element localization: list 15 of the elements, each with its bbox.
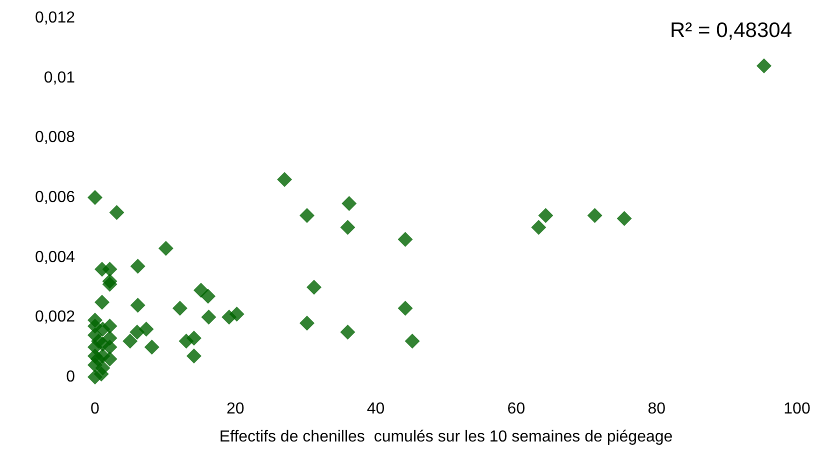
y-tick-label: 0,01 [44,69,76,86]
annotation: R² = 0,48304 [670,19,792,42]
y-tick-label: 0,004 [34,248,76,266]
y-tick-label: 0,008 [34,129,76,146]
y-tick-label: 0 [66,368,76,386]
x-tick-label: 100 [784,400,810,418]
x-tick-label: 0 [90,400,100,418]
x-tick-label: 60 [507,400,526,418]
y-tick-label: 0,006 [34,189,76,206]
y-tick-label: 0,012 [34,10,76,26]
x-tick-label: 20 [226,400,244,418]
x-tick-label: 80 [648,400,666,418]
x-axis-title: Effectifs de chenilles cumulés sur les 10 semaines de piégeage [219,428,673,446]
y-tick-label: 0,002 [34,308,76,326]
x-tick-label: 40 [366,400,385,418]
